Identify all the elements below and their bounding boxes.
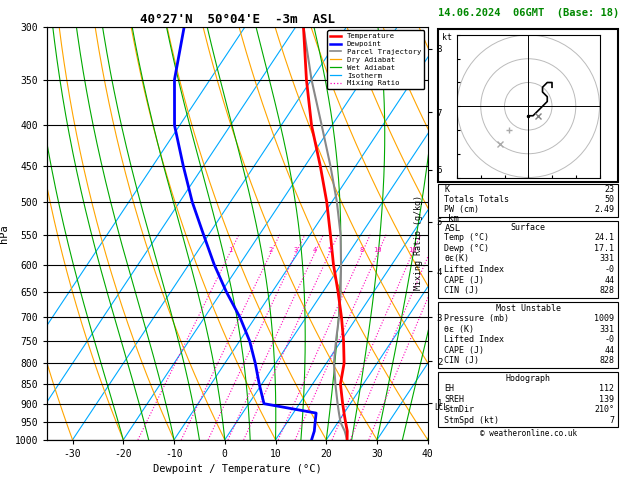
Text: 1009: 1009 xyxy=(594,314,614,323)
Text: 23: 23 xyxy=(604,185,614,194)
Text: Temp (°C): Temp (°C) xyxy=(444,233,489,243)
Bar xyxy=(438,221,618,298)
Text: CAPE (J): CAPE (J) xyxy=(444,346,484,355)
Text: CAPE (J): CAPE (J) xyxy=(444,276,484,284)
Text: 828: 828 xyxy=(599,356,614,365)
Text: 112: 112 xyxy=(599,384,614,394)
Text: © weatheronline.co.uk: © weatheronline.co.uk xyxy=(480,429,577,438)
Bar xyxy=(438,184,618,217)
Y-axis label: km
ASL: km ASL xyxy=(445,214,461,233)
Text: -0: -0 xyxy=(604,335,614,345)
Text: Most Unstable: Most Unstable xyxy=(496,304,561,313)
Text: 2.49: 2.49 xyxy=(594,205,614,214)
Text: PW (cm): PW (cm) xyxy=(444,205,479,214)
Y-axis label: hPa: hPa xyxy=(0,224,9,243)
Bar xyxy=(438,29,618,182)
Text: K: K xyxy=(444,185,449,194)
Text: 828: 828 xyxy=(599,286,614,295)
Text: 44: 44 xyxy=(604,276,614,284)
Text: Dewp (°C): Dewp (°C) xyxy=(444,244,489,253)
Text: 1: 1 xyxy=(228,247,232,253)
Bar xyxy=(438,372,618,428)
Text: Pressure (mb): Pressure (mb) xyxy=(444,314,509,323)
Legend: Temperature, Dewpoint, Parcel Trajectory, Dry Adiabat, Wet Adiabat, Isotherm, Mi: Temperature, Dewpoint, Parcel Trajectory… xyxy=(328,30,424,89)
Text: Lifted Index: Lifted Index xyxy=(444,335,504,345)
Text: 14.06.2024  06GMT  (Base: 18): 14.06.2024 06GMT (Base: 18) xyxy=(438,8,619,18)
Text: 210°: 210° xyxy=(594,405,614,414)
Text: θε (K): θε (K) xyxy=(444,325,474,334)
Text: θε(K): θε(K) xyxy=(444,254,469,263)
X-axis label: Dewpoint / Temperature (°C): Dewpoint / Temperature (°C) xyxy=(153,465,322,474)
Text: 8: 8 xyxy=(360,247,364,253)
Text: 2: 2 xyxy=(269,247,273,253)
Text: CIN (J): CIN (J) xyxy=(444,356,479,365)
Text: 16: 16 xyxy=(408,247,417,253)
Text: Surface: Surface xyxy=(511,223,546,232)
Text: Hodograph: Hodograph xyxy=(506,374,551,383)
Text: LCL: LCL xyxy=(435,403,448,412)
Text: 139: 139 xyxy=(599,395,614,404)
Text: 3: 3 xyxy=(294,247,298,253)
Text: CIN (J): CIN (J) xyxy=(444,286,479,295)
Text: 17.1: 17.1 xyxy=(594,244,614,253)
Text: 10: 10 xyxy=(374,247,382,253)
Text: 44: 44 xyxy=(604,346,614,355)
Text: 24.1: 24.1 xyxy=(594,233,614,243)
Text: 7: 7 xyxy=(609,416,614,425)
Text: -0: -0 xyxy=(604,265,614,274)
Text: Mixing Ratio (g/kg): Mixing Ratio (g/kg) xyxy=(414,195,423,291)
Text: 4: 4 xyxy=(313,247,317,253)
Text: Lifted Index: Lifted Index xyxy=(444,265,504,274)
Text: 50: 50 xyxy=(604,195,614,204)
Text: StmDir: StmDir xyxy=(444,405,474,414)
Title: 40°27'N  50°04'E  -3m  ASL: 40°27'N 50°04'E -3m ASL xyxy=(140,13,335,26)
Text: 5: 5 xyxy=(328,247,331,253)
Text: 331: 331 xyxy=(599,325,614,334)
Text: EH: EH xyxy=(444,384,454,394)
Text: StmSpd (kt): StmSpd (kt) xyxy=(444,416,499,425)
Text: SREH: SREH xyxy=(444,395,464,404)
Bar xyxy=(438,302,618,368)
Text: 331: 331 xyxy=(599,254,614,263)
Text: Totals Totals: Totals Totals xyxy=(444,195,509,204)
Text: kt: kt xyxy=(442,33,452,42)
